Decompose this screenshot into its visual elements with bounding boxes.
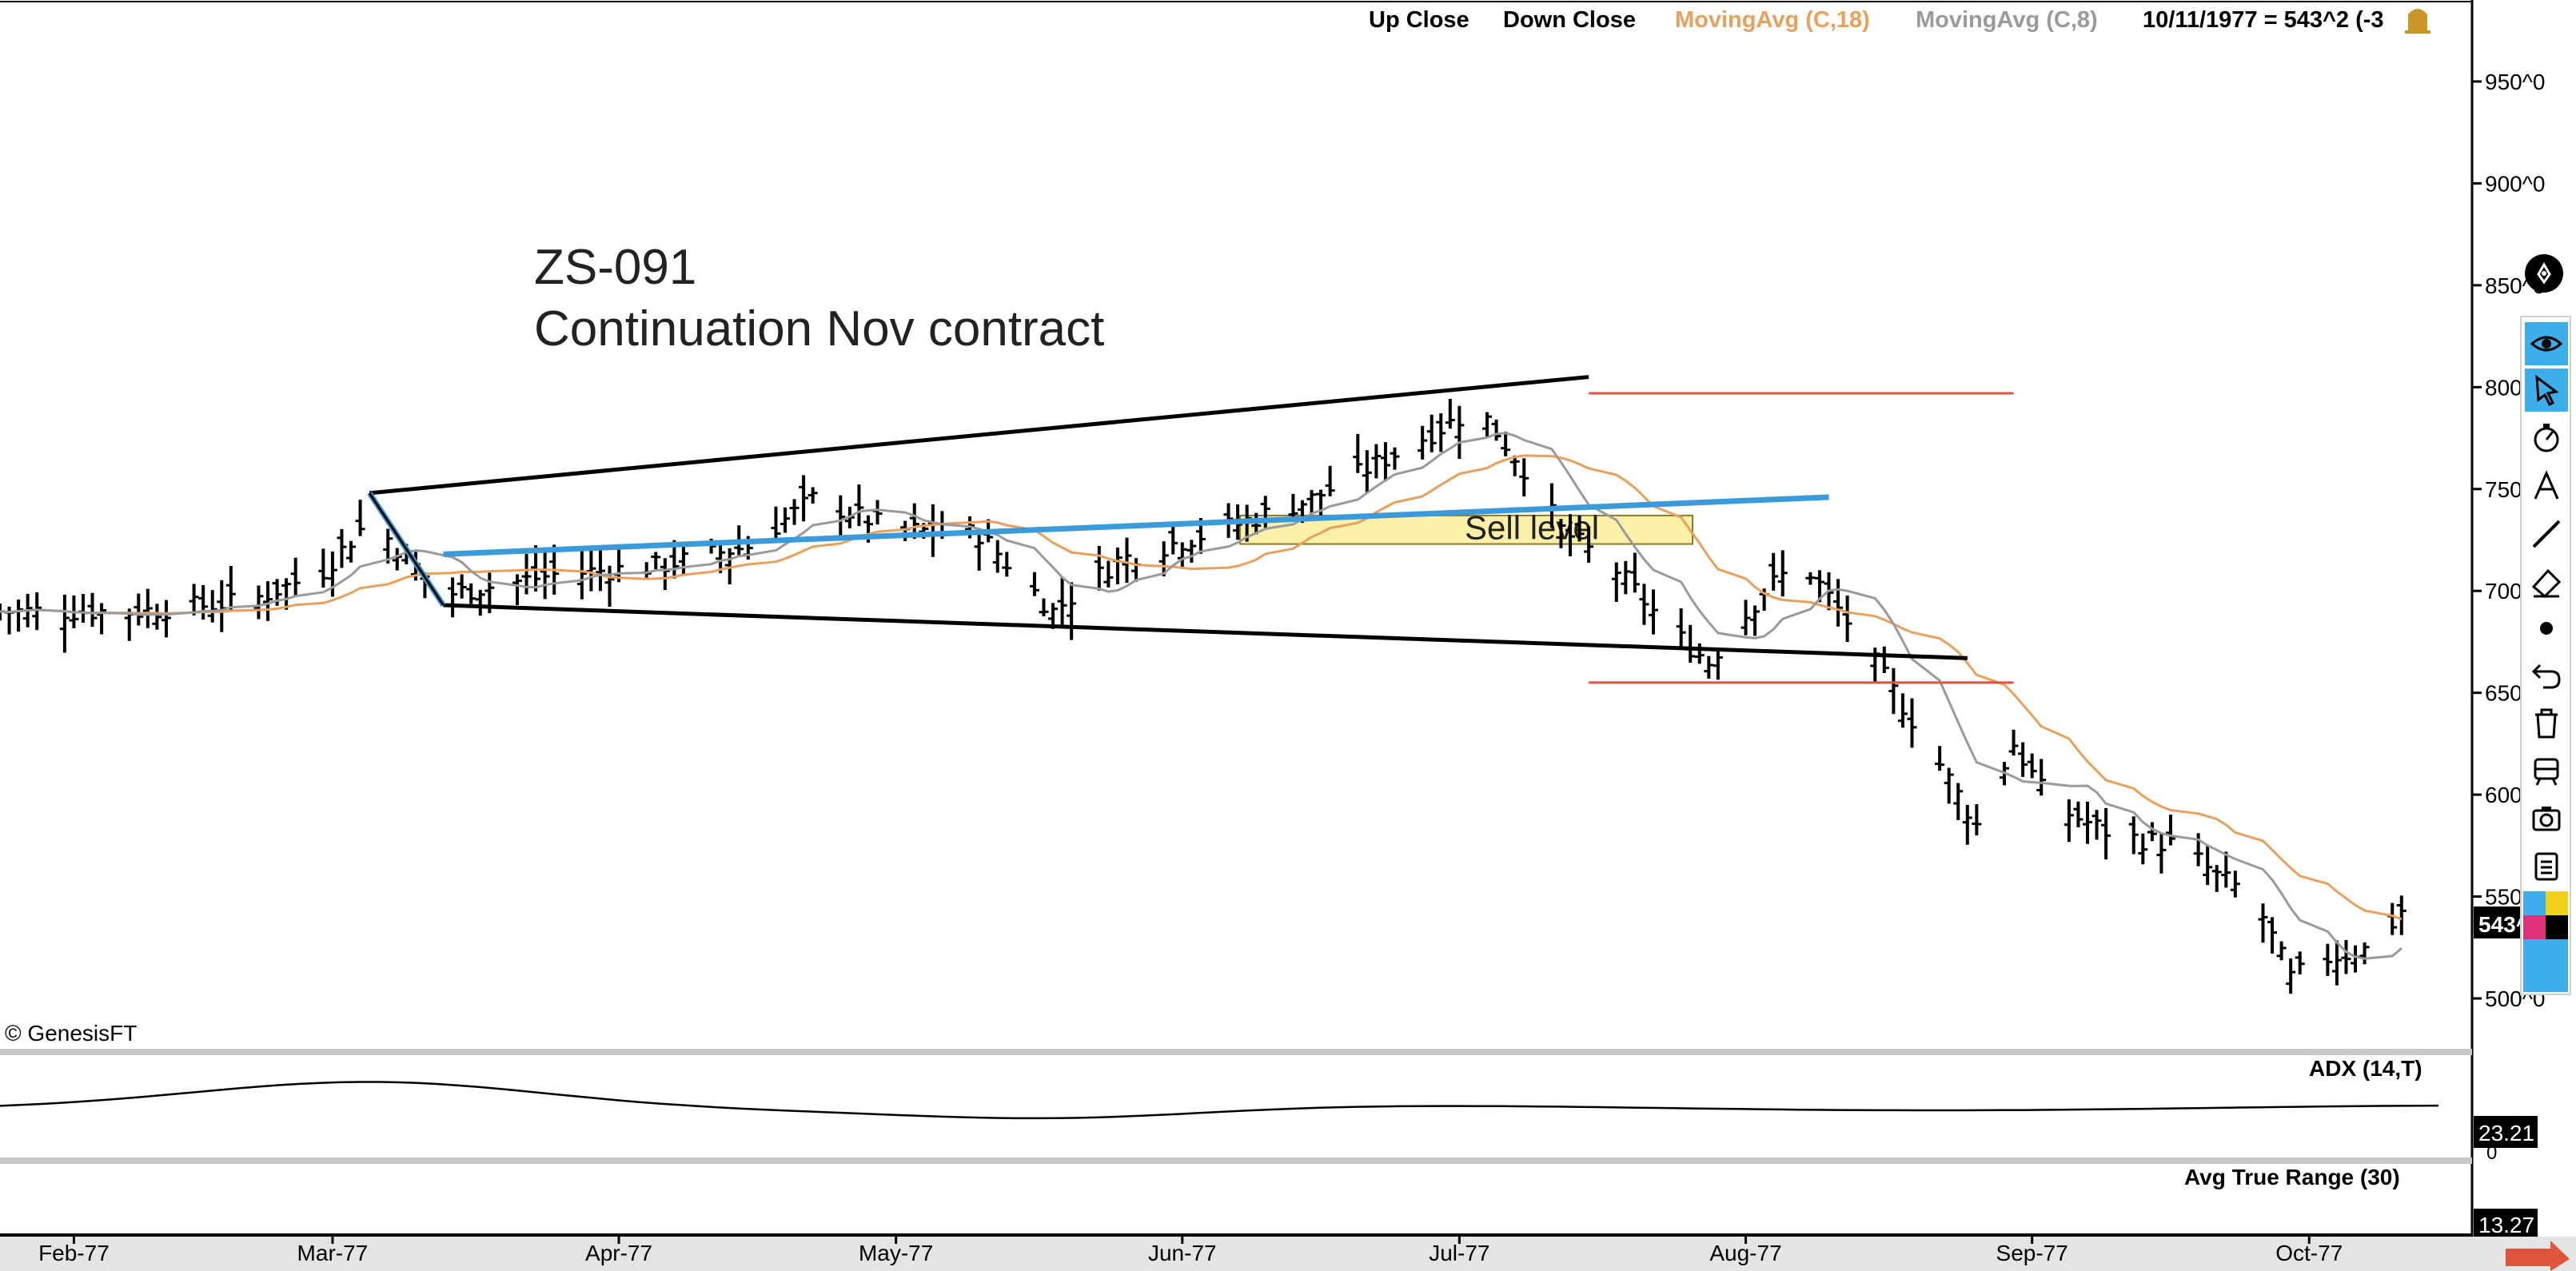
chart-annotation-subtitle: Continuation Nov contract <box>534 301 1104 357</box>
price-tick-label: 950^0 <box>2485 70 2545 94</box>
legend-ma8: MovingAvg (C,8) <box>1916 7 2098 33</box>
ma8-line <box>0 432 2403 960</box>
copyright-label: © GenesisFT <box>5 1021 137 1046</box>
date-tick-label: Jun-77 <box>1148 1241 1217 1265</box>
trash-icon[interactable] <box>2525 701 2568 744</box>
date-tick-label: Aug-77 <box>1709 1241 1781 1265</box>
price-bars <box>0 398 2407 994</box>
drawn-trendlines[interactable] <box>367 375 2014 684</box>
date-tick-label: May-77 <box>859 1241 933 1265</box>
sell-level-label: Sell level <box>1465 509 1599 547</box>
undo-icon[interactable] <box>2525 653 2568 696</box>
eraser-icon[interactable] <box>2525 560 2568 604</box>
ma18-line <box>0 454 2403 921</box>
text-tool-icon[interactable] <box>2525 464 2568 508</box>
legend-up-close: Up Close <box>1369 7 1469 33</box>
atr-label: Avg True Range (30) <box>2184 1165 2400 1189</box>
date-tick-label: Sep-77 <box>1996 1241 2068 1265</box>
color-palette-icon[interactable] <box>2523 891 2568 992</box>
date-axis-strip <box>0 1237 2576 1271</box>
last-bar-readout: 10/11/1977 = 543^2 (-3 <box>2143 7 2384 33</box>
adx-axis-zero: 0 <box>2486 1142 2497 1164</box>
adx-value: 23.21 <box>2478 1121 2534 1145</box>
adx-value-tag <box>2474 1116 2538 1148</box>
bell-icon[interactable] <box>2405 9 2430 34</box>
template-icon[interactable] <box>2525 749 2568 792</box>
date-tick-label: Mar-77 <box>297 1241 369 1265</box>
scroll-right-arrow-icon[interactable] <box>2506 1241 2570 1271</box>
price-tick-label: 900^0 <box>2485 171 2545 196</box>
camera-icon[interactable] <box>2525 797 2568 840</box>
legend-ma18: MovingAvg (C,18) <box>1675 7 1870 33</box>
date-tick-label: Jul-77 <box>1429 1241 1489 1265</box>
drawing-toolbar <box>2520 316 2571 995</box>
pointer-icon[interactable] <box>2525 369 2568 412</box>
date-tick-label: Oct-77 <box>2275 1241 2343 1265</box>
pen-icon[interactable] <box>2525 254 2563 293</box>
line-tool-icon[interactable] <box>2525 512 2568 556</box>
chart-annotation-title: ZS-091 <box>534 240 696 295</box>
lower-channel-line <box>443 603 1968 660</box>
legend-down-close: Down Close <box>1503 7 1636 33</box>
date-tick-label: Apr-77 <box>585 1241 652 1265</box>
date-tick-label: Feb-77 <box>38 1241 110 1265</box>
atr-value: 13.27 <box>2478 1213 2534 1237</box>
atr-value-tag <box>2474 1209 2538 1239</box>
upper-channel-line <box>369 375 1589 496</box>
adx-line <box>0 1081 2439 1120</box>
channel-left-edge <box>368 492 445 606</box>
adx-label: ADX (14,T) <box>2309 1056 2422 1081</box>
stopwatch-icon[interactable] <box>2525 416 2568 460</box>
blue-neckline-line <box>443 494 1829 557</box>
date-axis-ticks: Feb-77 Mar-77 Apr-77 May-77 Jun-77 Jul-77 Aug-… <box>38 1235 2343 1265</box>
clipboard-icon[interactable] <box>2525 843 2568 887</box>
last-price-tag <box>2474 906 2520 938</box>
dot-tool-icon[interactable] <box>2525 607 2568 650</box>
eye-icon[interactable] <box>2525 322 2568 365</box>
